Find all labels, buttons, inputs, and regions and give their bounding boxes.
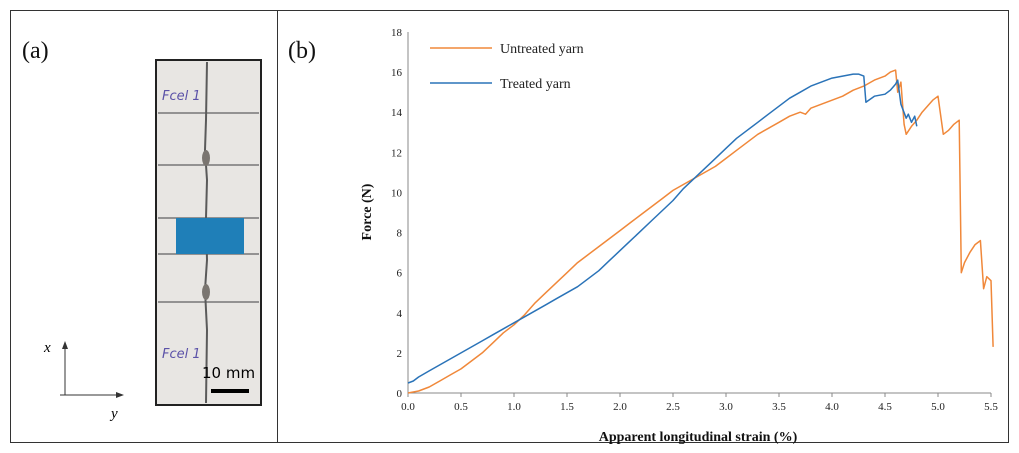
x-tick-label: 4.5	[878, 401, 892, 413]
y-tick-label: 2	[397, 348, 403, 360]
x-tick-label: 2.5	[666, 401, 680, 413]
series-treated-yarn-line	[407, 73, 918, 384]
glue-spot	[202, 150, 210, 166]
y-tick-label: 6	[397, 268, 403, 280]
x-axis-title: Apparent longitudinal strain (%)	[599, 430, 798, 445]
panel-divider	[277, 10, 278, 443]
series-untreated-yarn-line	[407, 69, 994, 394]
y-tick-label: 10	[391, 187, 403, 199]
y-axis-title: Force (N)	[360, 183, 375, 240]
chart-axes	[407, 32, 991, 394]
y-tick-label: 16	[391, 67, 403, 79]
legend: Untreated yarn Treated yarn	[430, 42, 584, 92]
panel-label-a: (a)	[22, 38, 49, 64]
axis-y-arrowhead	[116, 392, 124, 398]
y-tick-label: 14	[391, 107, 403, 119]
gauge-tab	[176, 218, 244, 254]
scale-bar-label: 10 mm	[202, 364, 255, 382]
x-tick-label: 2.0	[613, 401, 627, 413]
y-tick-label: 0	[397, 388, 403, 400]
x-tick-label: 3.5	[772, 401, 786, 413]
y-tick-label: 12	[391, 147, 402, 159]
y-tick-label: 4	[397, 308, 403, 320]
specimen-photo: Fcel 1 Fcel 1 10 mm x⃗ y⃗	[43, 59, 262, 422]
x-tick-label: 4.0	[825, 401, 839, 413]
scale-bar	[211, 389, 249, 393]
upper-specimen-tag: Fcel 1	[162, 89, 201, 104]
axis-y-label: y⃗	[109, 406, 129, 422]
glue-spot	[202, 284, 210, 300]
x-tick-label: 1.0	[507, 401, 521, 413]
axis-x-arrowhead	[62, 341, 68, 349]
axis-x-label: x⃗	[43, 340, 62, 356]
x-tick-label: 5.5	[984, 401, 998, 413]
legend-label-treated: Treated yarn	[500, 77, 571, 92]
x-tick-label: 0.0	[401, 401, 415, 413]
figure-frame	[10, 10, 1009, 443]
y-ticks: 0 2 4 6 8 10 12 14 16 18	[391, 27, 403, 400]
y-tick-label: 8	[397, 228, 403, 240]
x-tick-label: 3.0	[719, 401, 733, 413]
legend-label-untreated: Untreated yarn	[500, 42, 584, 57]
y-tick-label: 18	[391, 27, 403, 39]
x-tick-label: 0.5	[454, 401, 468, 413]
series-lines	[407, 69, 994, 394]
x-tick-label: 1.5	[560, 401, 574, 413]
x-tick-label: 5.0	[931, 401, 945, 413]
panel-label-b: (b)	[288, 38, 316, 64]
lower-specimen-tag: Fcel 1	[162, 347, 201, 362]
x-ticks: 0.0 0.5 1.0 1.5 2.0 2.5 3.0 3.5 4.0 4.5 5.0 5.5	[401, 393, 998, 413]
